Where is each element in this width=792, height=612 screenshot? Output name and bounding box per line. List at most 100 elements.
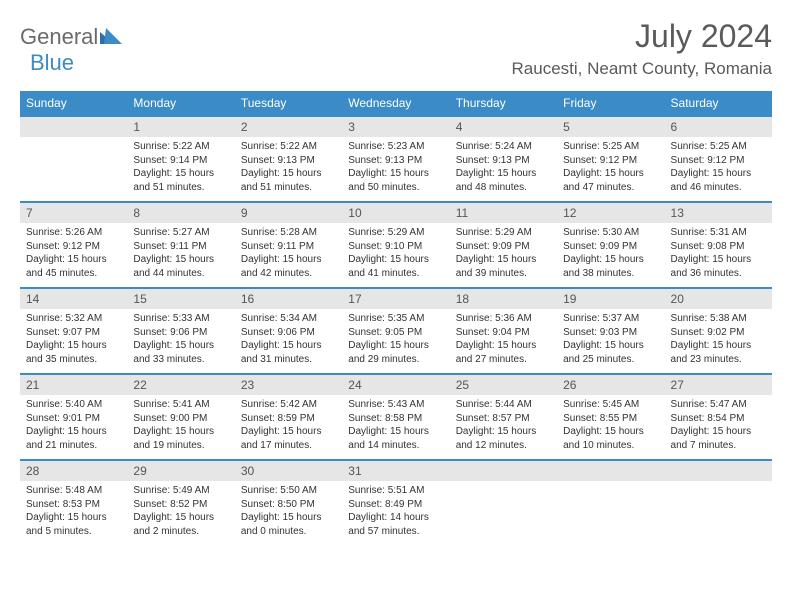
calendar-header: SundayMondayTuesdayWednesdayThursdayFrid… bbox=[20, 91, 772, 116]
day-number: 21 bbox=[20, 375, 127, 395]
day-details: Sunrise: 5:50 AMSunset: 8:50 PMDaylight:… bbox=[235, 481, 342, 544]
calendar-cell: 14Sunrise: 5:32 AMSunset: 9:07 PMDayligh… bbox=[20, 288, 127, 374]
header: General Blue July 2024 Raucesti, Neamt C… bbox=[20, 18, 772, 79]
day-number: 28 bbox=[20, 461, 127, 481]
calendar-cell: 17Sunrise: 5:35 AMSunset: 9:05 PMDayligh… bbox=[342, 288, 449, 374]
day-details: Sunrise: 5:24 AMSunset: 9:13 PMDaylight:… bbox=[450, 137, 557, 200]
calendar-cell: 28Sunrise: 5:48 AMSunset: 8:53 PMDayligh… bbox=[20, 460, 127, 546]
calendar-cell: 21Sunrise: 5:40 AMSunset: 9:01 PMDayligh… bbox=[20, 374, 127, 460]
calendar-cell: 18Sunrise: 5:36 AMSunset: 9:04 PMDayligh… bbox=[450, 288, 557, 374]
day-number: 3 bbox=[342, 117, 449, 137]
day-details: Sunrise: 5:38 AMSunset: 9:02 PMDaylight:… bbox=[665, 309, 772, 372]
calendar-cell: 1Sunrise: 5:22 AMSunset: 9:14 PMDaylight… bbox=[127, 116, 234, 202]
day-number: 23 bbox=[235, 375, 342, 395]
day-details: Sunrise: 5:49 AMSunset: 8:52 PMDaylight:… bbox=[127, 481, 234, 544]
calendar-cell: 11Sunrise: 5:29 AMSunset: 9:09 PMDayligh… bbox=[450, 202, 557, 288]
day-number: 19 bbox=[557, 289, 664, 309]
day-number bbox=[20, 117, 127, 137]
calendar-cell: 13Sunrise: 5:31 AMSunset: 9:08 PMDayligh… bbox=[665, 202, 772, 288]
day-number: 11 bbox=[450, 203, 557, 223]
weekday-header: Wednesday bbox=[342, 91, 449, 116]
calendar-cell bbox=[665, 460, 772, 546]
day-details: Sunrise: 5:48 AMSunset: 8:53 PMDaylight:… bbox=[20, 481, 127, 544]
weekday-header: Thursday bbox=[450, 91, 557, 116]
day-number: 15 bbox=[127, 289, 234, 309]
day-details: Sunrise: 5:25 AMSunset: 9:12 PMDaylight:… bbox=[557, 137, 664, 200]
calendar-table: SundayMondayTuesdayWednesdayThursdayFrid… bbox=[20, 91, 772, 546]
day-details: Sunrise: 5:45 AMSunset: 8:55 PMDaylight:… bbox=[557, 395, 664, 458]
day-number bbox=[557, 461, 664, 481]
calendar-cell: 31Sunrise: 5:51 AMSunset: 8:49 PMDayligh… bbox=[342, 460, 449, 546]
day-number: 1 bbox=[127, 117, 234, 137]
day-number: 27 bbox=[665, 375, 772, 395]
day-details: Sunrise: 5:36 AMSunset: 9:04 PMDaylight:… bbox=[450, 309, 557, 372]
day-details: Sunrise: 5:42 AMSunset: 8:59 PMDaylight:… bbox=[235, 395, 342, 458]
calendar-cell: 2Sunrise: 5:22 AMSunset: 9:13 PMDaylight… bbox=[235, 116, 342, 202]
calendar-row: 7Sunrise: 5:26 AMSunset: 9:12 PMDaylight… bbox=[20, 202, 772, 288]
day-number: 12 bbox=[557, 203, 664, 223]
day-details: Sunrise: 5:43 AMSunset: 8:58 PMDaylight:… bbox=[342, 395, 449, 458]
day-number: 14 bbox=[20, 289, 127, 309]
day-details: Sunrise: 5:40 AMSunset: 9:01 PMDaylight:… bbox=[20, 395, 127, 458]
page-title: July 2024 bbox=[512, 18, 772, 55]
calendar-cell: 23Sunrise: 5:42 AMSunset: 8:59 PMDayligh… bbox=[235, 374, 342, 460]
day-details: Sunrise: 5:34 AMSunset: 9:06 PMDaylight:… bbox=[235, 309, 342, 372]
logo-blue: Blue bbox=[30, 50, 122, 76]
title-block: July 2024 Raucesti, Neamt County, Romani… bbox=[512, 18, 772, 79]
calendar-cell: 8Sunrise: 5:27 AMSunset: 9:11 PMDaylight… bbox=[127, 202, 234, 288]
calendar-row: 1Sunrise: 5:22 AMSunset: 9:14 PMDaylight… bbox=[20, 116, 772, 202]
day-number: 13 bbox=[665, 203, 772, 223]
calendar-cell: 16Sunrise: 5:34 AMSunset: 9:06 PMDayligh… bbox=[235, 288, 342, 374]
weekday-header: Monday bbox=[127, 91, 234, 116]
weekday-header: Tuesday bbox=[235, 91, 342, 116]
logo-text: General Blue bbox=[20, 24, 122, 76]
day-details: Sunrise: 5:25 AMSunset: 9:12 PMDaylight:… bbox=[665, 137, 772, 200]
day-details: Sunrise: 5:44 AMSunset: 8:57 PMDaylight:… bbox=[450, 395, 557, 458]
calendar-cell bbox=[557, 460, 664, 546]
weekday-header: Sunday bbox=[20, 91, 127, 116]
calendar-cell bbox=[20, 116, 127, 202]
logo: General Blue bbox=[20, 24, 122, 76]
calendar-cell: 15Sunrise: 5:33 AMSunset: 9:06 PMDayligh… bbox=[127, 288, 234, 374]
calendar-cell: 4Sunrise: 5:24 AMSunset: 9:13 PMDaylight… bbox=[450, 116, 557, 202]
day-number: 24 bbox=[342, 375, 449, 395]
calendar-cell: 5Sunrise: 5:25 AMSunset: 9:12 PMDaylight… bbox=[557, 116, 664, 202]
calendar-cell: 12Sunrise: 5:30 AMSunset: 9:09 PMDayligh… bbox=[557, 202, 664, 288]
calendar-cell: 25Sunrise: 5:44 AMSunset: 8:57 PMDayligh… bbox=[450, 374, 557, 460]
day-details: Sunrise: 5:35 AMSunset: 9:05 PMDaylight:… bbox=[342, 309, 449, 372]
calendar-cell: 26Sunrise: 5:45 AMSunset: 8:55 PMDayligh… bbox=[557, 374, 664, 460]
day-number: 18 bbox=[450, 289, 557, 309]
day-details: Sunrise: 5:29 AMSunset: 9:10 PMDaylight:… bbox=[342, 223, 449, 286]
day-details: Sunrise: 5:47 AMSunset: 8:54 PMDaylight:… bbox=[665, 395, 772, 458]
day-details: Sunrise: 5:37 AMSunset: 9:03 PMDaylight:… bbox=[557, 309, 664, 372]
calendar-cell: 3Sunrise: 5:23 AMSunset: 9:13 PMDaylight… bbox=[342, 116, 449, 202]
day-number: 2 bbox=[235, 117, 342, 137]
calendar-cell: 10Sunrise: 5:29 AMSunset: 9:10 PMDayligh… bbox=[342, 202, 449, 288]
day-number: 22 bbox=[127, 375, 234, 395]
day-number: 8 bbox=[127, 203, 234, 223]
day-number: 31 bbox=[342, 461, 449, 481]
day-number: 4 bbox=[450, 117, 557, 137]
day-number: 9 bbox=[235, 203, 342, 223]
weekday-header: Saturday bbox=[665, 91, 772, 116]
day-details: Sunrise: 5:22 AMSunset: 9:14 PMDaylight:… bbox=[127, 137, 234, 200]
day-number bbox=[450, 461, 557, 481]
day-details: Sunrise: 5:27 AMSunset: 9:11 PMDaylight:… bbox=[127, 223, 234, 286]
weekday-header: Friday bbox=[557, 91, 664, 116]
day-number bbox=[665, 461, 772, 481]
day-number: 17 bbox=[342, 289, 449, 309]
calendar-row: 21Sunrise: 5:40 AMSunset: 9:01 PMDayligh… bbox=[20, 374, 772, 460]
day-number: 26 bbox=[557, 375, 664, 395]
day-number: 29 bbox=[127, 461, 234, 481]
day-details: Sunrise: 5:33 AMSunset: 9:06 PMDaylight:… bbox=[127, 309, 234, 372]
day-number: 30 bbox=[235, 461, 342, 481]
day-details: Sunrise: 5:23 AMSunset: 9:13 PMDaylight:… bbox=[342, 137, 449, 200]
calendar-body: 1Sunrise: 5:22 AMSunset: 9:14 PMDaylight… bbox=[20, 116, 772, 546]
day-number: 6 bbox=[665, 117, 772, 137]
calendar-row: 28Sunrise: 5:48 AMSunset: 8:53 PMDayligh… bbox=[20, 460, 772, 546]
day-details: Sunrise: 5:30 AMSunset: 9:09 PMDaylight:… bbox=[557, 223, 664, 286]
day-number: 7 bbox=[20, 203, 127, 223]
calendar-cell: 22Sunrise: 5:41 AMSunset: 9:00 PMDayligh… bbox=[127, 374, 234, 460]
calendar-row: 14Sunrise: 5:32 AMSunset: 9:07 PMDayligh… bbox=[20, 288, 772, 374]
calendar-cell: 6Sunrise: 5:25 AMSunset: 9:12 PMDaylight… bbox=[665, 116, 772, 202]
